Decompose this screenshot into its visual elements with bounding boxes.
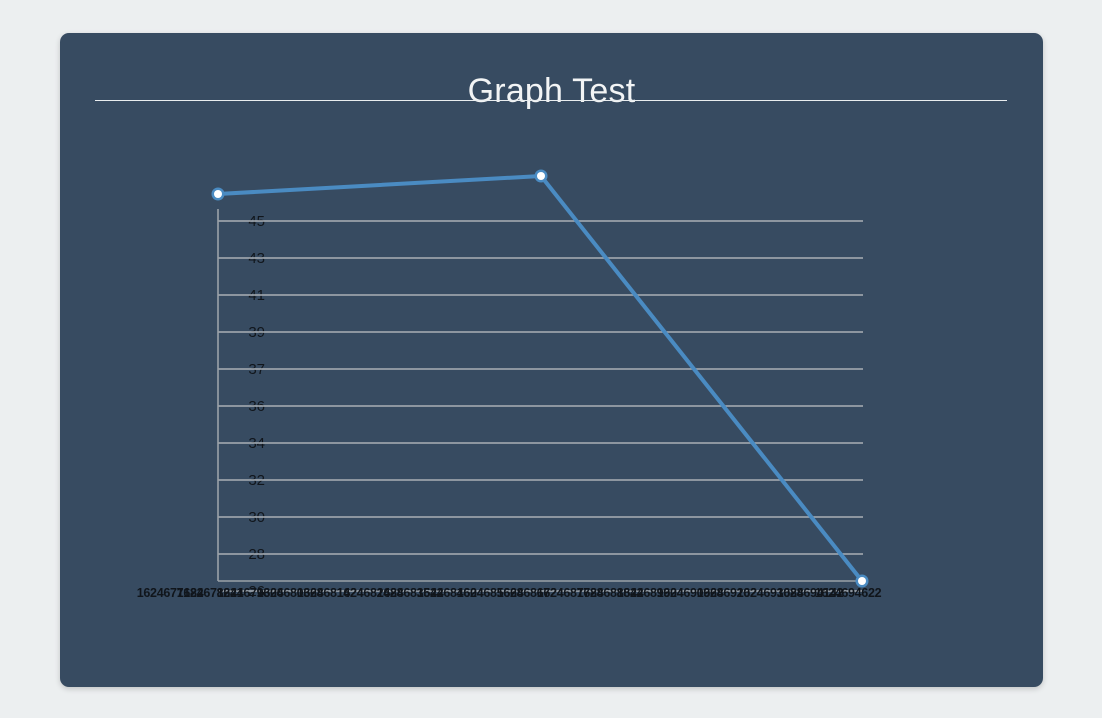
data-point-core [858, 577, 866, 585]
title-divider [95, 100, 1007, 101]
gridlines [218, 220, 863, 592]
data-point-core [537, 172, 545, 180]
data-points [211, 169, 869, 588]
page-title: Graph Test [467, 72, 636, 110]
line-chart[interactable]: 45 43 41 39 37 36 34 32 30 28 26 [60, 33, 1043, 687]
data-point-core [214, 190, 222, 198]
chart-canvas[interactable]: 45 43 41 39 37 36 34 32 30 28 26 [60, 33, 1043, 687]
graph-card: Graph Test 45 43 41 39 37 36 34 32 30 28… [60, 33, 1043, 687]
series-line-1 [216, 174, 864, 583]
